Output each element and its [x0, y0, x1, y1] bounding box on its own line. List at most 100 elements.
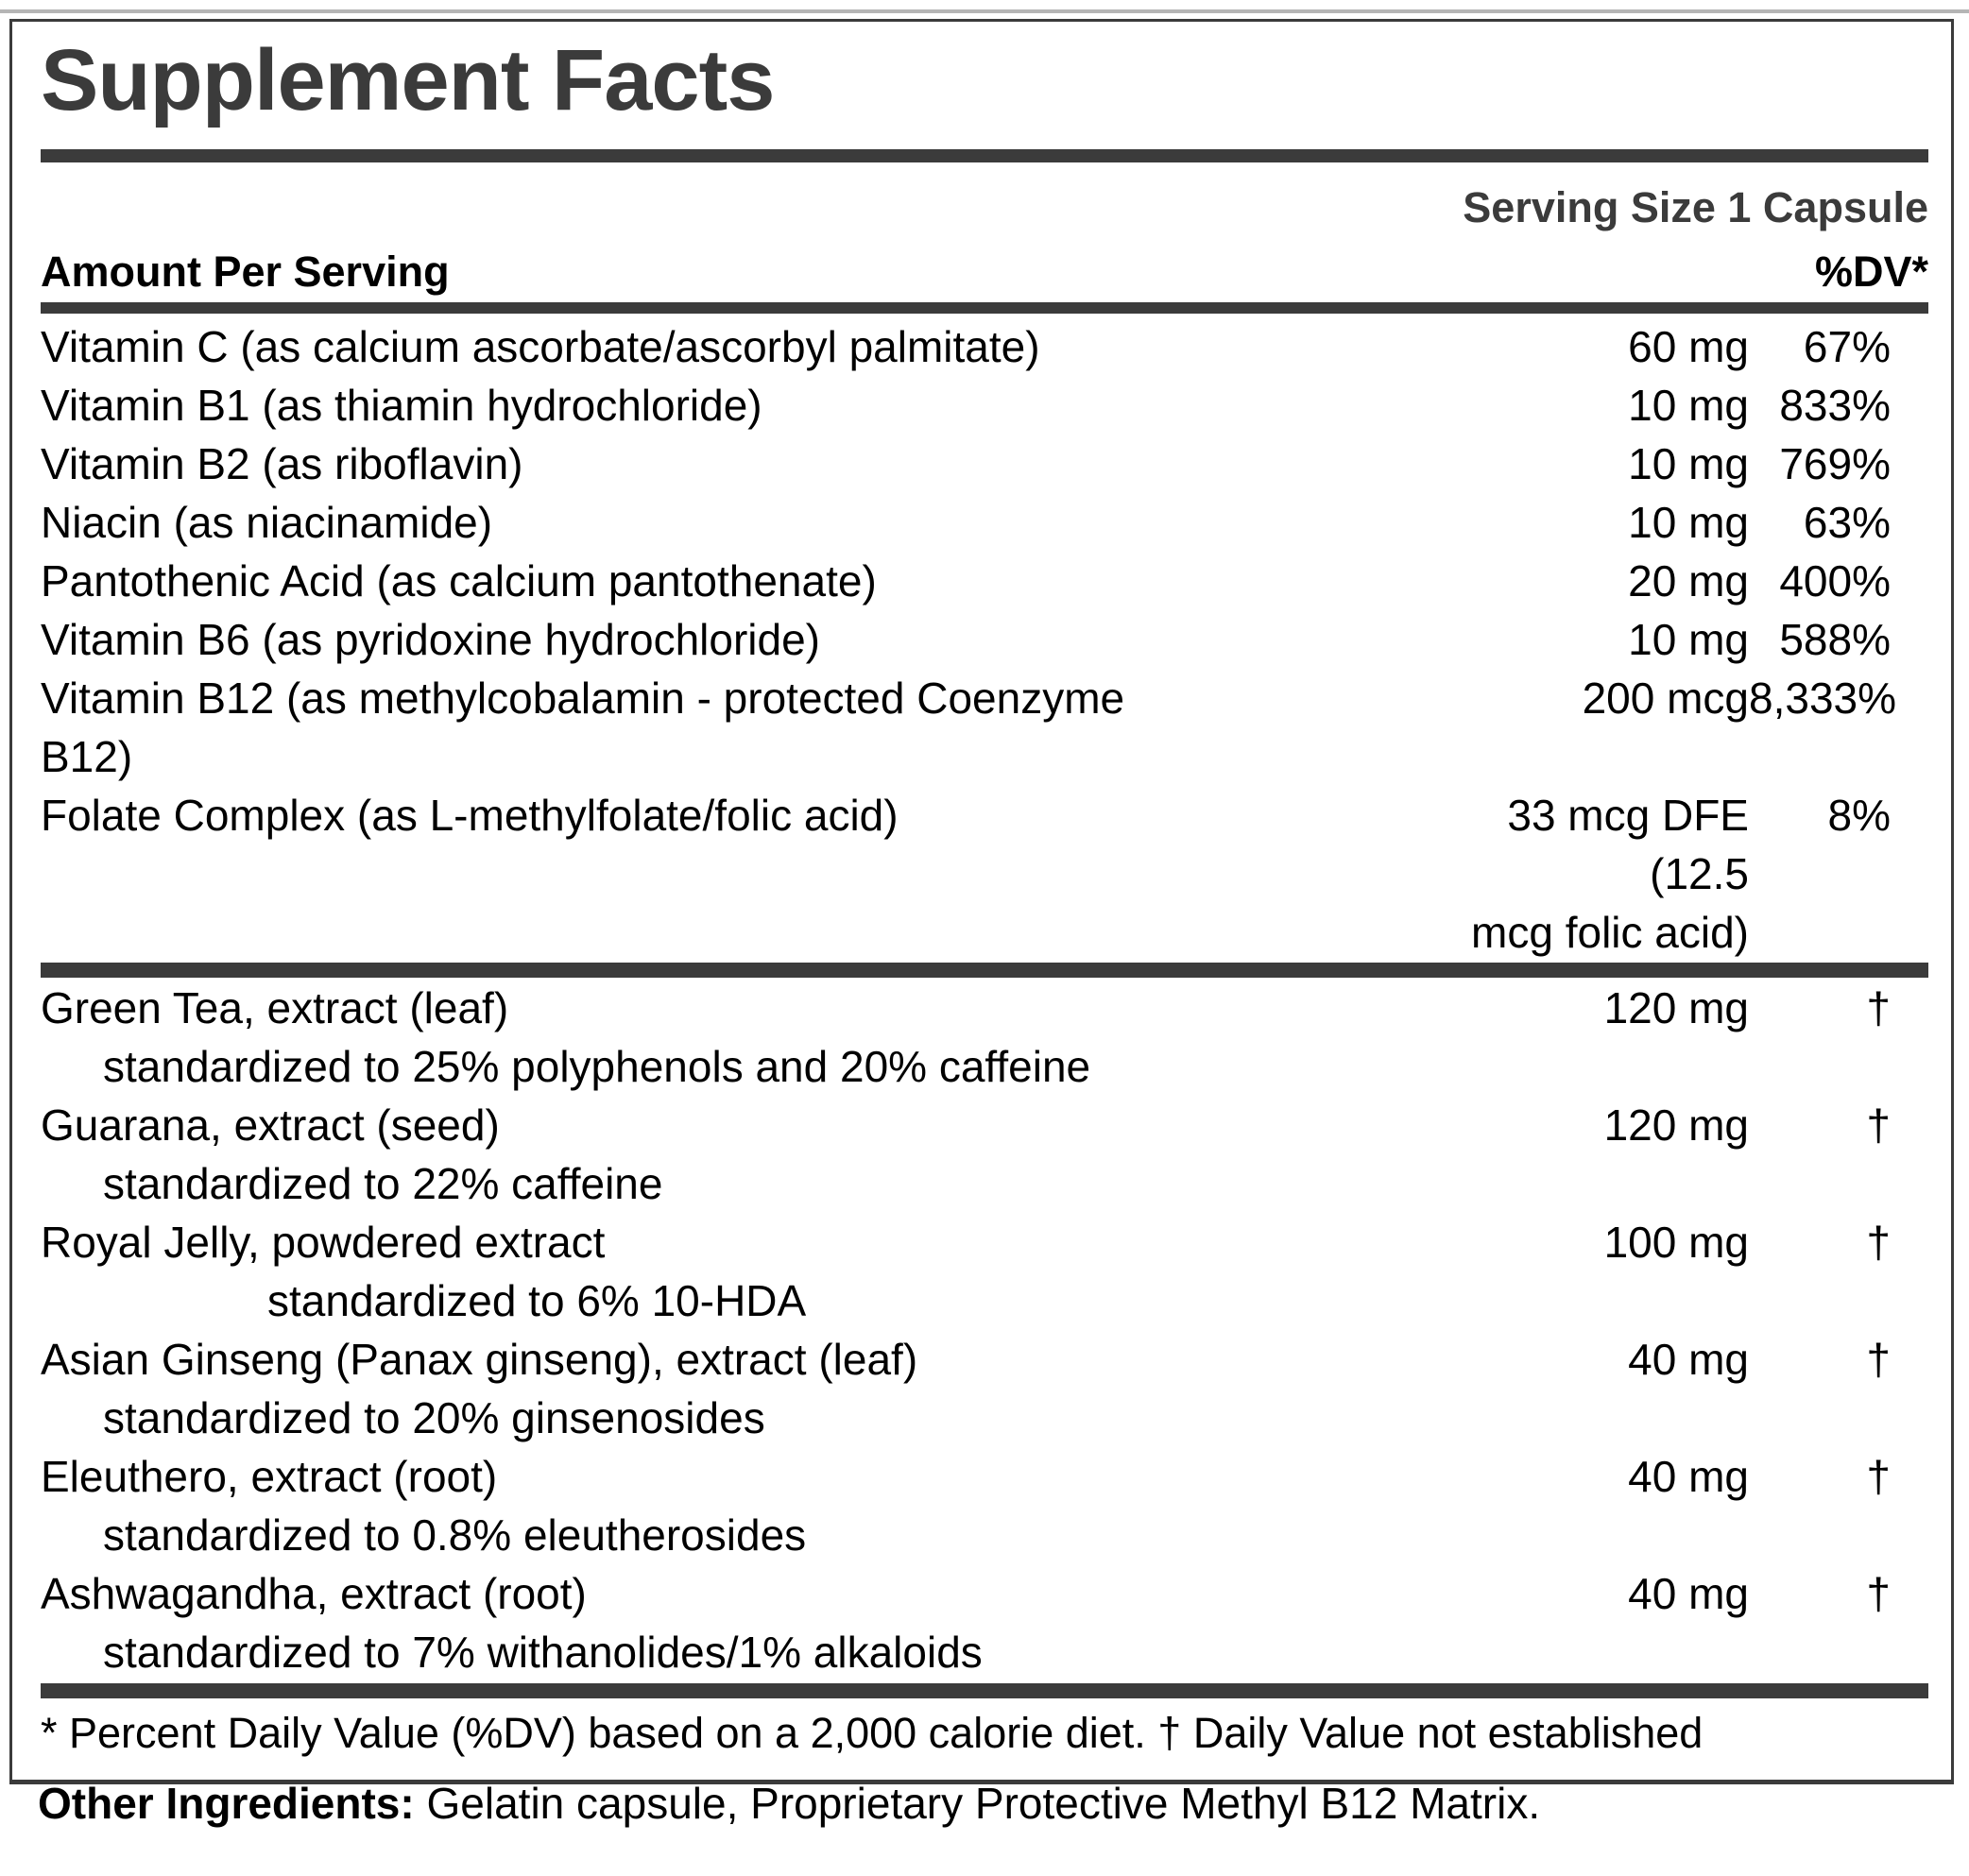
ingredient-amount-line: 100 mg [1603, 1218, 1749, 1267]
title-underline-bar [41, 149, 1928, 162]
ingredient-name: Eleuthero, extract (root) standardized to… [41, 1447, 1399, 1564]
ingredient-name-line: Vitamin B6 (as pyridoxine hydrochloride) [41, 615, 820, 664]
ingredient-amount-line: 200 mcg [1582, 674, 1749, 723]
top-divider-rule [0, 9, 1969, 13]
ingredient-row: Eleuthero, extract (root) standardized to… [41, 1447, 1928, 1564]
ingredient-amount-line: 120 mg [1603, 983, 1749, 1032]
ingredient-name-line: Ashwagandha, extract (root) [41, 1569, 587, 1618]
standardization-note: standardized to 20% ginsenosides [103, 1393, 765, 1442]
ingredient-name: Ashwagandha, extract (root) standardized … [41, 1564, 1399, 1681]
other-ingredients-line: Other Ingredients: Gelatin capsule, Prop… [38, 1774, 1931, 1833]
amount-per-serving-header: Amount Per Serving [41, 247, 450, 296]
ingredient-row: Vitamin B1 (as thiamin hydrochloride) 10… [41, 376, 1928, 435]
ingredient-name-line: Royal Jelly, powdered extract [41, 1218, 606, 1267]
ingredient-row: Pantothenic Acid (as calcium pantothenat… [41, 552, 1928, 610]
ingredient-name: Vitamin B1 (as thiamin hydrochloride) [41, 376, 1399, 435]
ingredient-amount-line: 10 mg [1628, 615, 1749, 664]
ingredient-name: Guarana, extract (seed) standardized to 2… [41, 1096, 1399, 1213]
ingredient-name-line: Niacin (as niacinamide) [41, 498, 493, 547]
ingredient-name-line: Pantothenic Acid (as calcium pantothenat… [41, 556, 877, 605]
section-divider-bar [41, 963, 1928, 978]
ingredient-name-line: Vitamin B1 (as thiamin hydrochloride) [41, 381, 762, 430]
standardization-note: standardized to 22% caffeine [103, 1159, 663, 1208]
ingredient-name: Pantothenic Acid (as calcium pantothenat… [41, 552, 1399, 610]
ingredient-row: Vitamin C (as calcium ascorbate/ascorbyl… [41, 317, 1928, 376]
ingredient-amount-line: 33 mcg DFE (12.5 [1507, 791, 1749, 898]
ingredient-row: Niacin (as niacinamide) 10 mg 63% [41, 493, 1928, 552]
ingredient-name: Folate Complex (as L-methylfolate/folic … [41, 786, 1399, 844]
header-underline-bar [41, 302, 1928, 314]
ingredient-amount: 33 mcg DFE (12.5 mcg folic acid) [1399, 786, 1749, 962]
ingredient-dv: † [1866, 1335, 1891, 1384]
ingredient-name: Vitamin B6 (as pyridoxine hydrochloride) [41, 610, 1399, 669]
ingredient-amount-line: 40 mg [1628, 1569, 1749, 1618]
ingredient-amount: 10 mg [1399, 493, 1749, 552]
ingredient-row: Guarana, extract (seed) standardized to 2… [41, 1096, 1928, 1213]
ingredient-dv: † [1866, 983, 1891, 1032]
column-header-row: Amount Per Serving %DV* [41, 246, 1928, 298]
ingredient-amount: 200 mcg [1399, 669, 1749, 727]
ingredient-dv: 8% [1827, 791, 1891, 840]
ingredient-row: Ashwagandha, extract (root) standardized … [41, 1564, 1928, 1681]
ingredient-name-line: Folate Complex (as L-methylfolate/folic … [41, 791, 899, 840]
ingredient-amount-line: 10 mg [1628, 498, 1749, 547]
ingredient-amount-line: 60 mg [1628, 322, 1749, 371]
other-ingredients-text: Gelatin capsule, Proprietary Protective … [426, 1779, 1541, 1828]
ingredient-amount: 10 mg [1399, 435, 1749, 493]
ingredient-row: Vitamin B6 (as pyridoxine hydrochloride)… [41, 610, 1928, 669]
ingredient-row: Vitamin B2 (as riboflavin) 10 mg 769% [41, 435, 1928, 493]
ingredient-amount-line: 120 mg [1603, 1100, 1749, 1150]
ingredient-name-line: B12) [41, 732, 133, 781]
ingredient-name: Vitamin B2 (as riboflavin) [41, 435, 1399, 493]
ingredient-name-line: Vitamin B2 (as riboflavin) [41, 439, 523, 488]
ingredient-rows: Vitamin C (as calcium ascorbate/ascorbyl… [41, 317, 1928, 1681]
ingredient-amount: 120 mg [1399, 979, 1749, 1037]
ingredient-name-line: Guarana, extract (seed) [41, 1100, 500, 1150]
ingredient-row: Folate Complex (as L-methylfolate/folic … [41, 786, 1928, 962]
ingredient-amount-line: 10 mg [1628, 439, 1749, 488]
ingredient-dv: † [1866, 1100, 1891, 1150]
standardization-note: standardized to 6% 10-HDA [267, 1276, 807, 1325]
ingredient-dv: † [1866, 1218, 1891, 1267]
ingredient-amount: 60 mg [1399, 317, 1749, 376]
ingredient-row: Royal Jelly, powdered extract standardize… [41, 1213, 1928, 1330]
footnote-divider-bar [41, 1683, 1928, 1698]
ingredient-name: Asian Ginseng (Panax ginseng), extract (… [41, 1330, 1399, 1447]
standardization-note: standardized to 7% withanolides/1% alkal… [103, 1628, 983, 1677]
ingredient-amount-line: 20 mg [1628, 556, 1749, 605]
ingredient-dv: 769% [1779, 439, 1891, 488]
ingredient-row: Asian Ginseng (Panax ginseng), extract (… [41, 1330, 1928, 1447]
ingredient-name-line: Vitamin B12 (as methylcobalamin - protec… [41, 674, 1125, 723]
daily-value-footnote: * Percent Daily Value (%DV) based on a 2… [41, 1709, 1704, 1757]
ingredient-amount: 120 mg [1399, 1096, 1749, 1154]
ingredient-amount: 40 mg [1399, 1330, 1749, 1389]
ingredient-row: Vitamin B12 (as methylcobalamin - protec… [41, 669, 1928, 786]
ingredient-dv: † [1866, 1569, 1891, 1618]
ingredient-dv: 400% [1779, 556, 1891, 605]
ingredient-dv: 8,333% [1749, 674, 1897, 723]
ingredient-name: Vitamin C (as calcium ascorbate/ascorbyl… [41, 317, 1399, 376]
ingredient-dv: 67% [1803, 322, 1891, 371]
ingredient-name: Niacin (as niacinamide) [41, 493, 1399, 552]
supplement-facts-panel: Supplement Facts Serving Size 1 Capsule … [9, 19, 1954, 1784]
ingredient-dv: 588% [1779, 615, 1891, 664]
ingredient-amount: 10 mg [1399, 376, 1749, 435]
ingredient-amount: 40 mg [1399, 1564, 1749, 1623]
ingredient-amount: 10 mg [1399, 610, 1749, 669]
serving-size-text: Serving Size 1 Capsule [1463, 183, 1928, 231]
ingredient-dv: 63% [1803, 498, 1891, 547]
percent-dv-header: %DV* [1814, 247, 1928, 296]
ingredient-row: Green Tea, extract (leaf) standardized to… [41, 979, 1928, 1096]
ingredient-name-line: Eleuthero, extract (root) [41, 1452, 498, 1501]
ingredient-name: Vitamin B12 (as methylcobalamin - protec… [41, 669, 1399, 786]
panel-title: Supplement Facts [41, 32, 775, 128]
ingredient-name: Green Tea, extract (leaf) standardized to… [41, 979, 1399, 1096]
ingredient-name-line: Asian Ginseng (Panax ginseng), extract (… [41, 1335, 918, 1384]
ingredient-amount-line: mcg folic acid) [1471, 908, 1749, 957]
ingredient-amount: 40 mg [1399, 1447, 1749, 1506]
ingredient-name: Royal Jelly, powdered extract standardize… [41, 1213, 1399, 1330]
ingredient-name-line: Green Tea, extract (leaf) [41, 983, 509, 1032]
ingredient-amount: 100 mg [1399, 1213, 1749, 1271]
ingredient-dv: † [1866, 1452, 1891, 1501]
ingredient-amount: 20 mg [1399, 552, 1749, 610]
